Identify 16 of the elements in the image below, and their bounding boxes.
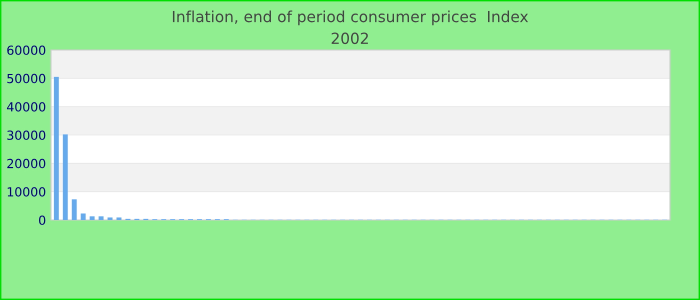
bar: [116, 217, 122, 220]
y-tick-label: 10000: [8, 187, 46, 197]
bar: [80, 213, 86, 220]
bar: [108, 217, 112, 220]
bar: [62, 134, 68, 220]
y-tick-label: 50000: [7, 74, 46, 84]
y-tick-label: 30000: [7, 130, 46, 140]
y-tick-label: 0: [39, 215, 46, 225]
bar: [98, 216, 104, 220]
bar: [54, 76, 59, 220]
y-tick-label: 20000: [7, 158, 46, 168]
y-tick-label: 40000: [6, 102, 46, 112]
y-tick-label: 60000: [7, 45, 46, 55]
chart-title: Inflation, end of period consumer prices Index 2002: [172, 10, 528, 44]
bar: [90, 216, 95, 220]
bar: [72, 199, 77, 220]
